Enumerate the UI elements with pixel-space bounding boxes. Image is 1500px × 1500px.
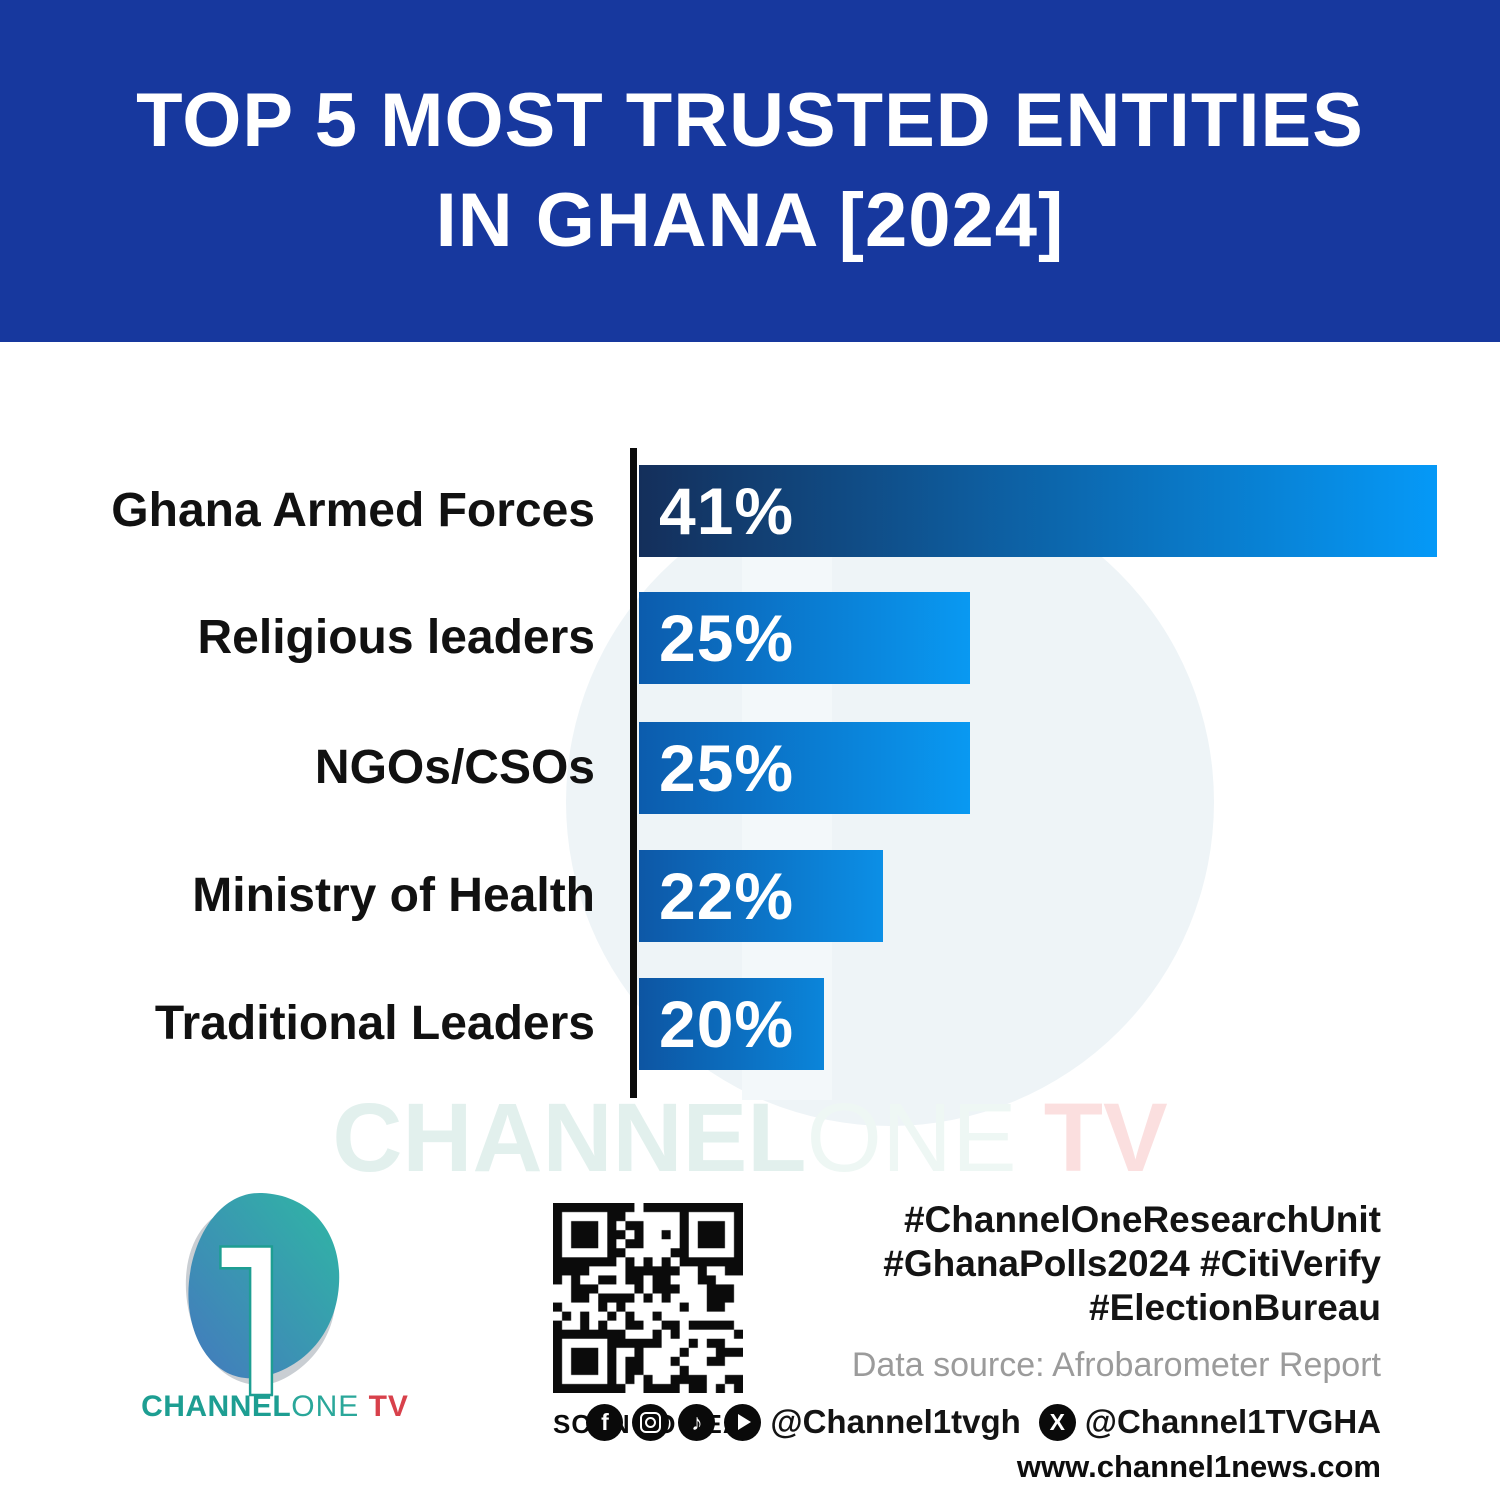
youtube-icon — [724, 1403, 762, 1441]
channel-one-logo-icon — [185, 1192, 340, 1397]
website-url: www.channel1news.com — [1016, 1449, 1381, 1484]
instagram-icon — [632, 1403, 670, 1441]
watermark-tv: TV — [1016, 1083, 1168, 1192]
qr-code — [553, 1203, 743, 1393]
logo-text-tv: TV — [359, 1390, 409, 1423]
header-banner: TOP 5 MOST TRUSTED ENTITIES IN GHANA [20… — [0, 0, 1500, 342]
social-handle-main: @Channel1tvgh — [770, 1403, 1021, 1440]
channel-one-watermark: CHANNELONE TV — [0, 1082, 1500, 1194]
bar-value-label: 25% — [659, 731, 795, 805]
bar-ministry-of-health: 22% — [639, 850, 883, 942]
bar-row-ngos-csos: NGOs/CSOs 25% — [0, 722, 1500, 814]
bar-value-label: 25% — [659, 601, 795, 675]
channel-one-logo-text: CHANNELONE TV — [135, 1390, 415, 1424]
bar-row-ministry-of-health: Ministry of Health 22% — [0, 850, 1500, 942]
watermark-one: ONE — [806, 1083, 1017, 1192]
social-handle-x: @Channel1TVGHA — [1084, 1403, 1381, 1440]
bar-row-traditional-leaders: Traditional Leaders 20% — [0, 978, 1500, 1070]
hashtag-line-3: #ElectionBureau — [1089, 1287, 1381, 1328]
tiktok-icon: ♪ — [678, 1403, 716, 1441]
bar-category-label: Ghana Armed Forces — [111, 484, 595, 537]
bar-ghana-armed-forces: 41% — [639, 465, 1437, 557]
watermark-channel: CHANNEL — [332, 1083, 807, 1192]
bar-ngos-csos: 25% — [639, 722, 970, 814]
social-row: f ♪ @Channel1tvgh X @Channel1TVGHA — [586, 1403, 1381, 1441]
bar-traditional-leaders: 20% — [639, 978, 824, 1070]
hashtag-line-2: #GhanaPolls2024 #CitiVerify — [883, 1243, 1381, 1284]
bar-category-label: NGOs/CSOs — [314, 741, 595, 794]
bar-religious-leaders: 25% — [639, 592, 970, 684]
page-title-line1: TOP 5 MOST TRUSTED ENTITIES — [136, 77, 1364, 163]
bar-value-label: 20% — [659, 987, 795, 1061]
bar-category-label: Ministry of Health — [192, 869, 595, 922]
bar-value-label: 41% — [659, 474, 795, 548]
facebook-icon: f — [586, 1403, 624, 1441]
bar-value-label: 22% — [659, 859, 795, 933]
bar-category-label: Religious leaders — [197, 611, 595, 664]
logo-text-one: ONE — [291, 1390, 360, 1423]
bar-category-label: Traditional Leaders — [154, 997, 595, 1050]
footer-info: #ChannelOneResearchUnit #GhanaPolls2024 … — [586, 1198, 1381, 1485]
chart-axis-line — [630, 448, 637, 1098]
bar-row-religious-leaders: Religious leaders 25% — [0, 592, 1500, 684]
hashtag-line-1: #ChannelOneResearchUnit — [903, 1199, 1381, 1240]
x-icon: X — [1038, 1403, 1076, 1441]
bar-row-ghana-armed-forces: Ghana Armed Forces 41% — [0, 465, 1500, 557]
logo-text-channel: CHANNEL — [141, 1390, 292, 1423]
data-source-note: Data source: Afrobarometer Report — [851, 1346, 1381, 1384]
page-title-line2: IN GHANA [2024] — [435, 178, 1065, 263]
